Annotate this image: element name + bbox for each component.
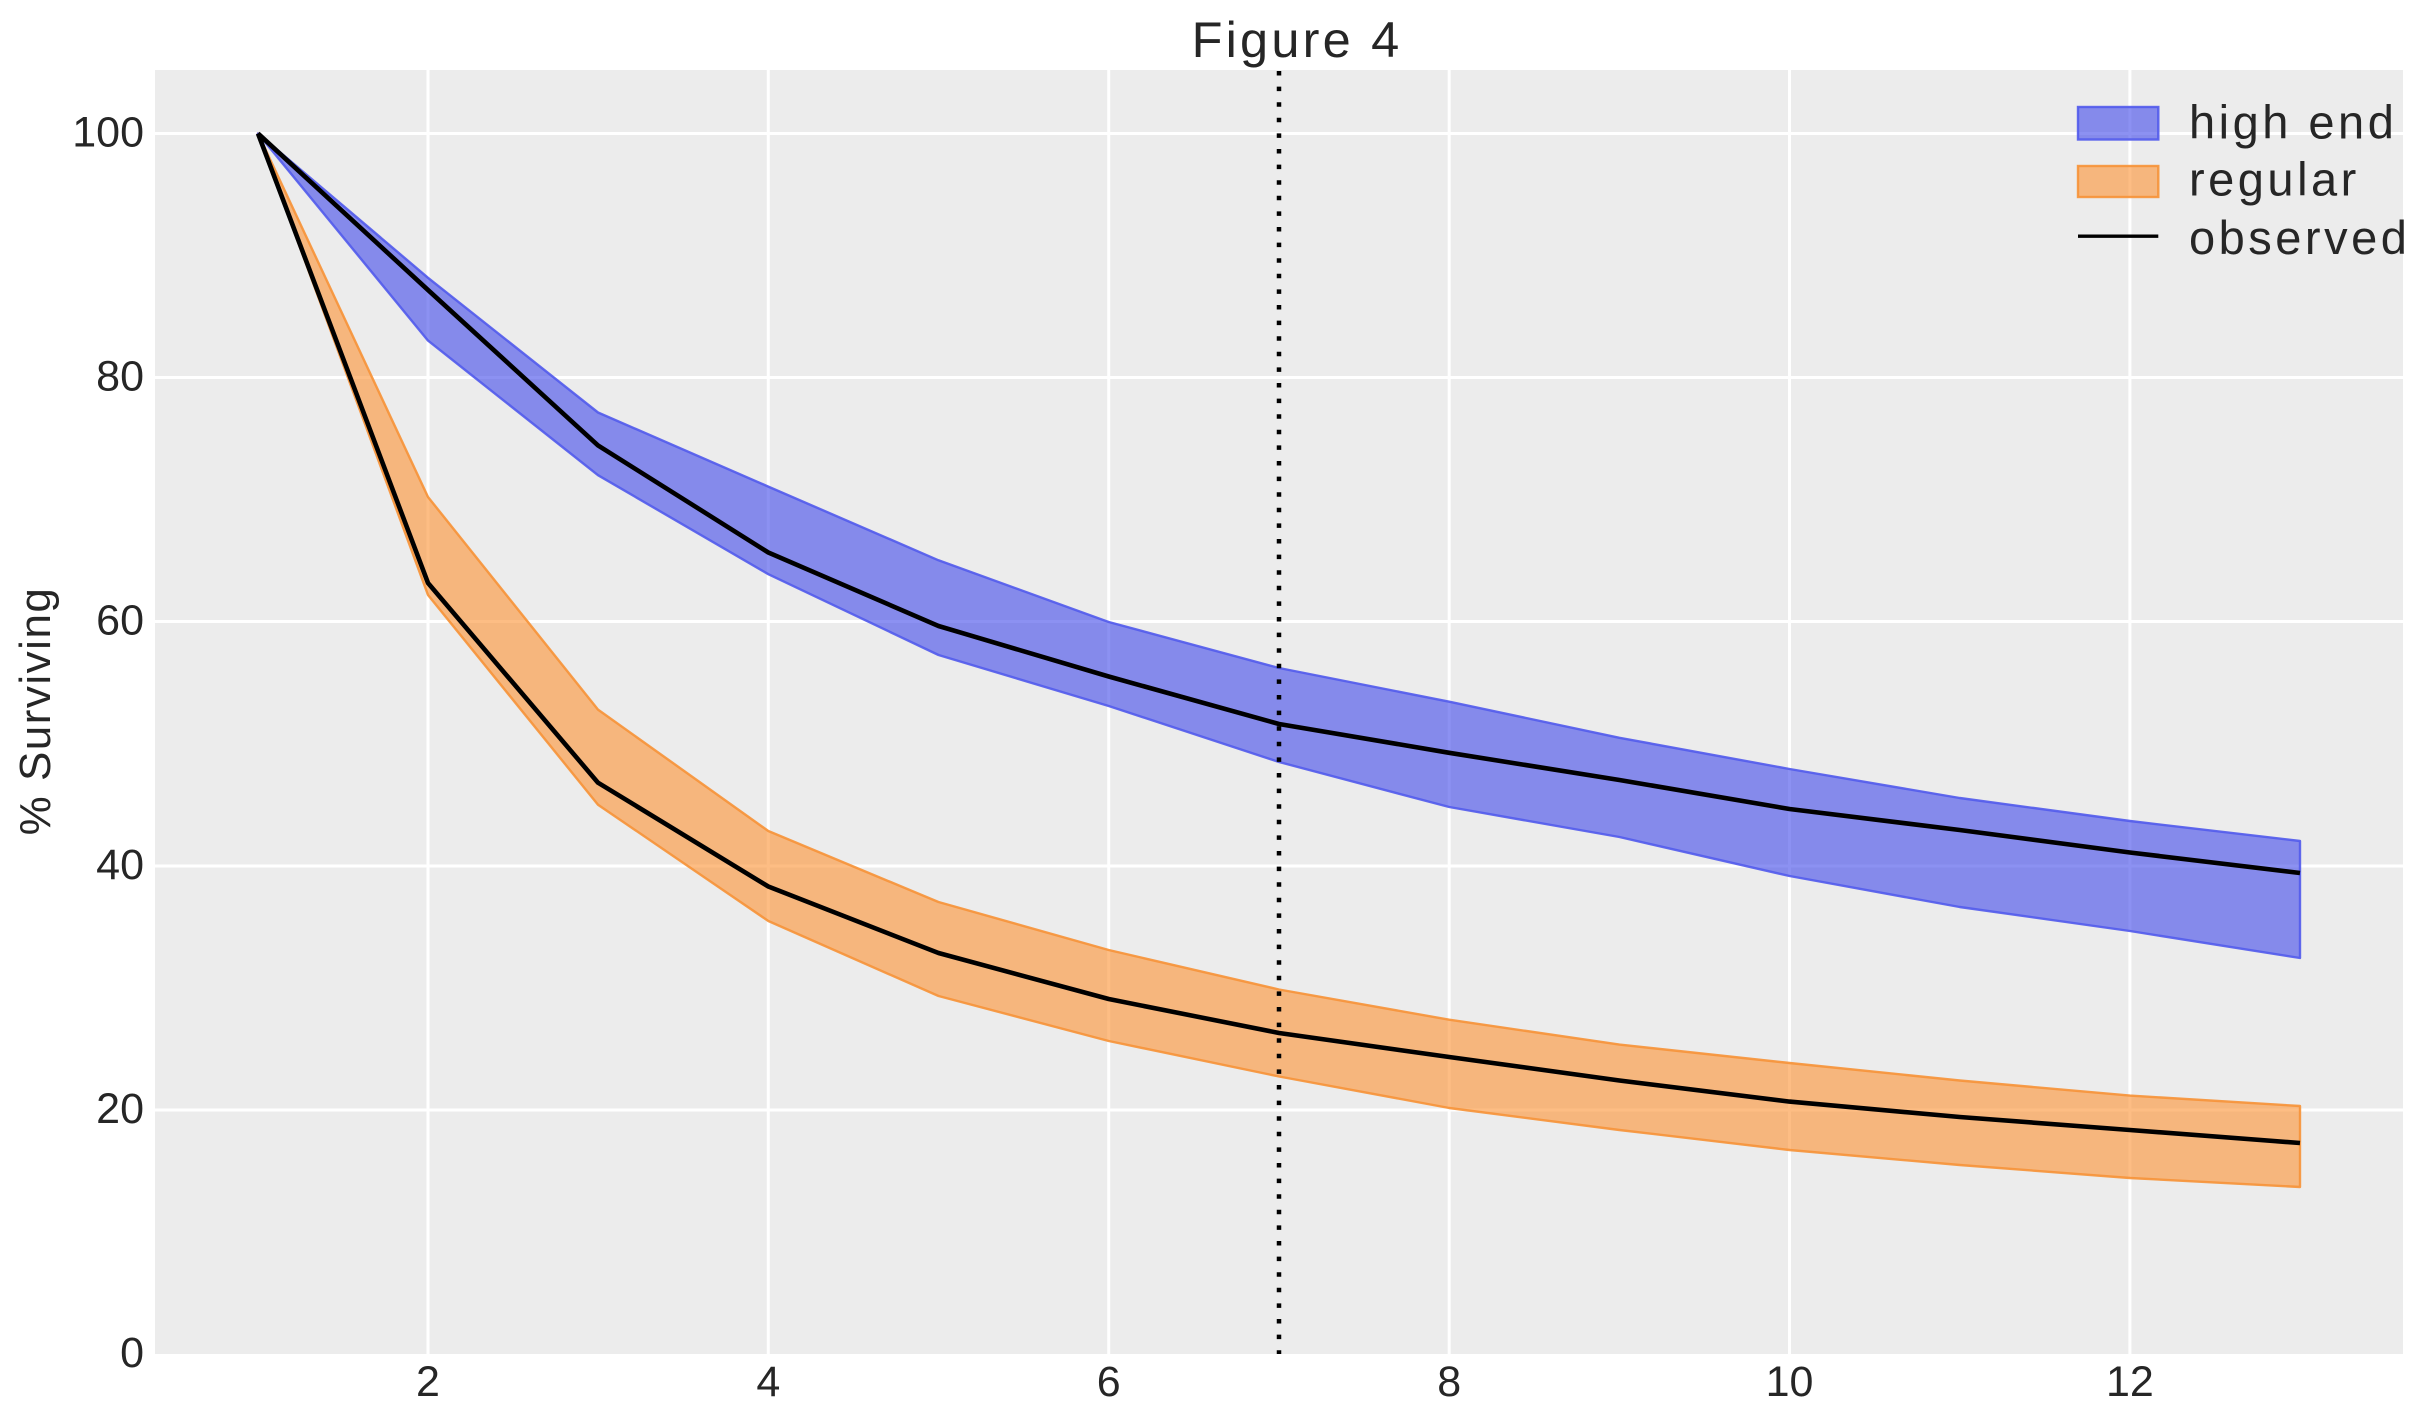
svg-text:6: 6: [1097, 1358, 1121, 1406]
svg-text:100: 100: [72, 109, 144, 157]
svg-text:60: 60: [96, 597, 144, 645]
svg-text:10: 10: [1766, 1358, 1814, 1406]
svg-text:high end: high end: [2189, 96, 2397, 149]
svg-text:8: 8: [1437, 1358, 1461, 1406]
svg-text:regular: regular: [2189, 153, 2360, 206]
svg-text:4: 4: [756, 1358, 780, 1406]
svg-text:2: 2: [416, 1358, 440, 1406]
svg-text:% Surviving: % Surviving: [11, 587, 60, 836]
svg-text:20: 20: [96, 1085, 144, 1133]
svg-text:Figure 4: Figure 4: [1192, 11, 1403, 68]
svg-text:40: 40: [96, 841, 144, 889]
svg-text:80: 80: [96, 353, 144, 401]
svg-text:12: 12: [2106, 1358, 2154, 1406]
svg-text:0: 0: [120, 1329, 144, 1377]
svg-text:observed: observed: [2189, 211, 2410, 264]
